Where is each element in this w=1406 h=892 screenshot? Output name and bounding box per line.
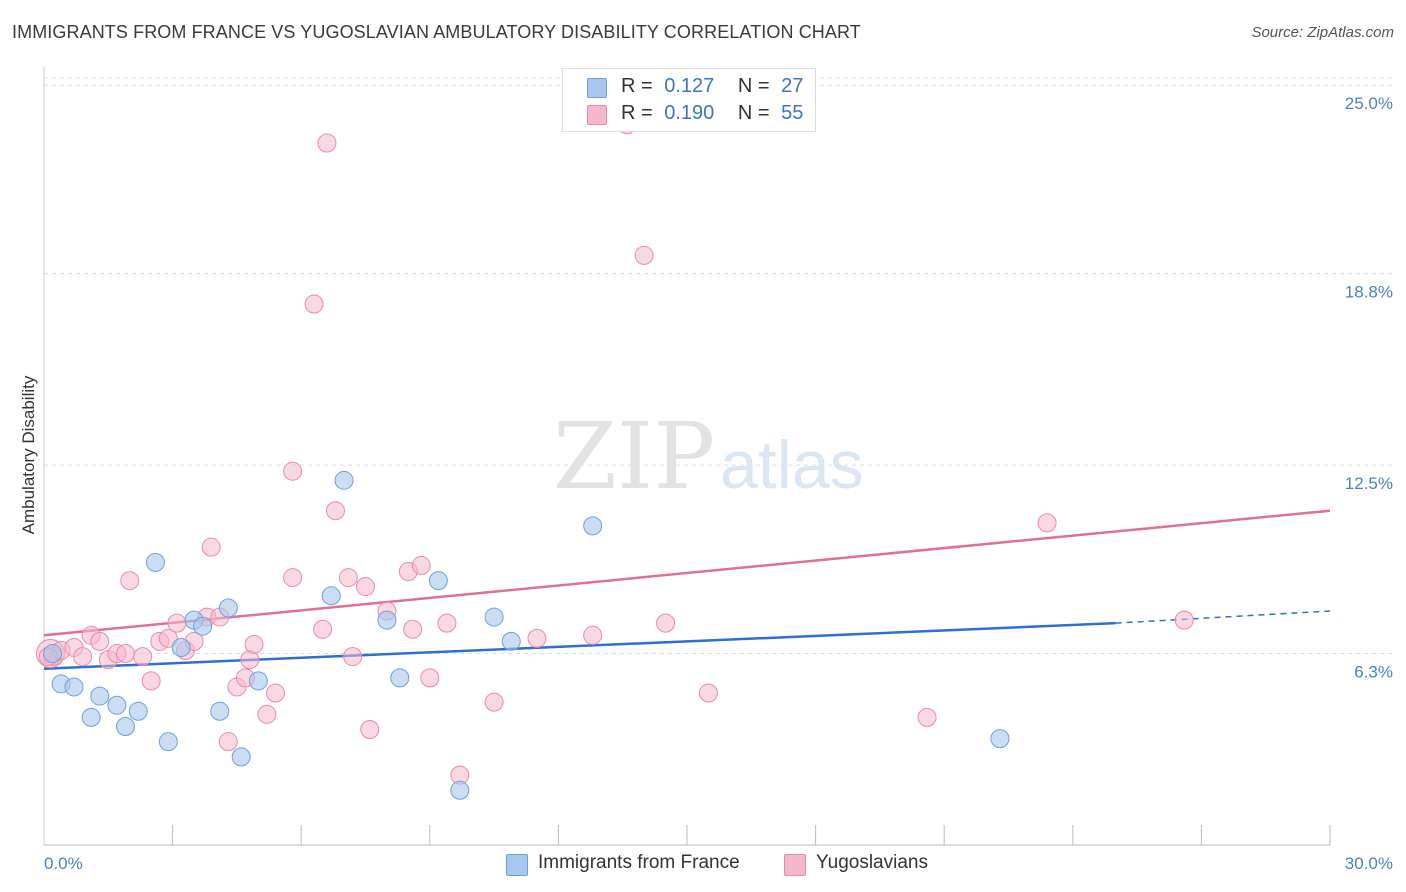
y-tick-label: 6.3% [1354, 663, 1393, 682]
watermark-atlas: atlas [720, 427, 864, 503]
point-france [107, 695, 127, 715]
point-yugoslavians [360, 720, 380, 740]
point-france [501, 631, 521, 651]
point-yugoslavians [90, 631, 110, 651]
point-france [231, 747, 251, 767]
trend-line-france [43, 621, 1116, 670]
point-yugoslavians [133, 647, 153, 667]
point-yugoslavians [283, 461, 303, 481]
point-yugoslavians [317, 133, 337, 153]
trend-line-france-extension [1115, 610, 1331, 624]
point-yugoslavians [403, 619, 423, 639]
legend-r-value-france: 0.127 [664, 75, 715, 97]
y-tick-label: 12.5% [1345, 474, 1393, 493]
point-yugoslavians [257, 704, 277, 724]
legend-swatch-yugoslavians [587, 105, 607, 125]
x-tick-label-right: 30.0% [1345, 854, 1393, 873]
point-yugoslavians [411, 555, 431, 575]
point-france [218, 598, 238, 618]
point-yugoslavians [73, 647, 93, 667]
point-yugoslavians [1174, 610, 1194, 630]
point-yugoslavians [265, 683, 285, 703]
point-yugoslavians [656, 613, 676, 633]
point-yugoslavians [115, 644, 135, 664]
point-france [428, 571, 448, 591]
point-yugoslavians [634, 245, 654, 265]
point-yugoslavians [120, 571, 140, 591]
y-tick-label: 18.8% [1345, 283, 1393, 302]
point-yugoslavians [167, 613, 187, 633]
grid-layer: 6.3% 12.5% 18.8% 25.0% [44, 77, 1393, 682]
y-axis-label: Ambulatory Disability [19, 375, 38, 534]
point-yugoslavians [201, 537, 221, 557]
point-yugoslavians [325, 501, 345, 521]
point-france [377, 610, 397, 630]
legend-n-label: N = [737, 102, 770, 124]
point-yugoslavians [313, 619, 333, 639]
point-france [158, 732, 178, 752]
points-layer [35, 115, 1194, 800]
chart-title: IMMIGRANTS FROM FRANCE VS YUGOSLAVIAN AM… [12, 22, 861, 42]
watermark: ZIP atlas [553, 403, 864, 510]
legend-r-label: R = [621, 75, 653, 97]
point-france [171, 637, 191, 657]
point-yugoslavians [484, 692, 504, 712]
point-france [450, 780, 470, 800]
point-yugoslavians [244, 634, 264, 654]
point-france [81, 707, 101, 727]
point-france [484, 607, 504, 627]
point-france [193, 616, 213, 636]
watermark-zip: ZIP [553, 403, 715, 510]
bottom-legend-swatch-france [506, 854, 528, 876]
x-tick-label-left: 0.0% [44, 854, 83, 873]
point-france [145, 552, 165, 572]
point-yugoslavians [158, 628, 178, 648]
point-yugoslavians [698, 683, 718, 703]
point-yugoslavians [583, 625, 603, 645]
point-france [248, 671, 268, 691]
point-yugoslavians [343, 647, 363, 667]
point-yugoslavians [304, 294, 324, 314]
point-france [43, 644, 63, 664]
point-yugoslavians [141, 671, 161, 691]
point-yugoslavians [356, 577, 375, 597]
point-france [334, 470, 354, 490]
legend-n-value-france: 27 [781, 75, 804, 97]
point-france [115, 716, 135, 736]
bottom-legend-label-france: Immigrants from France [538, 852, 740, 873]
point-yugoslavians [527, 628, 547, 648]
point-france [321, 586, 341, 606]
trend-line-yugoslavians [43, 509, 1331, 637]
point-france [390, 668, 410, 688]
point-yugoslavians [437, 613, 457, 633]
bottom-legend-swatch-yugoslavians [784, 854, 806, 876]
legend-r-label: R = [621, 102, 653, 124]
point-france [64, 677, 84, 697]
point-france [210, 701, 230, 721]
bottom-legend-label-yugoslavians: Yugoslavians [816, 852, 928, 873]
point-france [990, 729, 1010, 749]
legend-n-value-yugoslavians: 55 [781, 102, 804, 124]
point-yugoslavians [338, 568, 358, 588]
point-yugoslavians [420, 668, 440, 688]
y-tick-label: 25.0% [1345, 94, 1393, 113]
legend: R = 0.127 N = 27 R = 0.190 N = 55 [562, 68, 816, 132]
legend-n-label: N = [737, 75, 770, 97]
point-france [90, 686, 110, 706]
point-france [128, 701, 148, 721]
point-yugoslavians [917, 707, 937, 727]
axes-layer [43, 67, 1331, 846]
legend-swatch-france [587, 78, 607, 98]
source-label: Source: ZipAtlas.com [1251, 24, 1394, 41]
trend-layer [43, 509, 1331, 670]
legend-r-value-yugoslavians: 0.190 [664, 102, 715, 124]
point-yugoslavians [1037, 513, 1057, 533]
point-yugoslavians [283, 568, 303, 588]
point-france [583, 516, 603, 536]
point-yugoslavians [218, 732, 238, 752]
